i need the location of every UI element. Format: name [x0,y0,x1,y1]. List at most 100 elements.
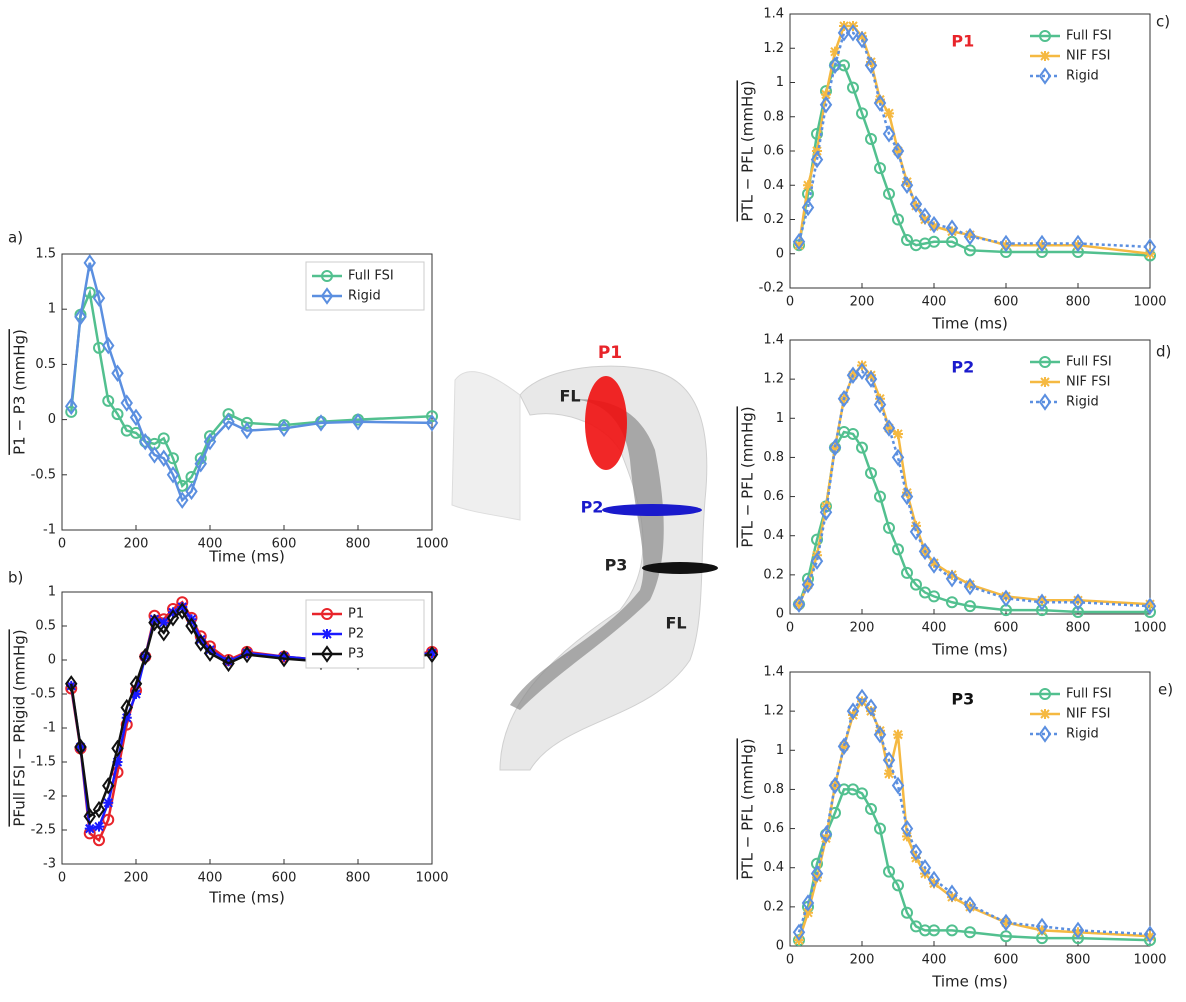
marker [847,427,859,440]
y-tick-label: 1.2 [763,372,784,387]
panel-title: P2 [951,358,974,377]
marker [945,570,959,588]
plane-label: P2 [581,498,604,517]
legend-label: Rigid [1066,727,1099,742]
x-tick-label: 800 [1066,621,1091,636]
marker [909,195,923,213]
marker [139,647,152,666]
plane-label: P1 [598,343,622,363]
marker [810,150,824,169]
marker [846,702,860,720]
marker [929,878,939,889]
marker [1143,238,1157,256]
marker [928,235,940,248]
marker [999,589,1013,608]
marker [883,187,895,200]
marker [1001,917,1011,928]
marker [893,729,903,740]
marker [1035,234,1049,253]
marker [945,219,959,237]
y-tick-label: 1 [776,411,784,426]
x-tick-label: 400 [922,953,947,968]
marker [194,455,207,473]
marker [279,651,289,662]
marker [927,870,941,889]
y-tick-label: 0.2 [763,212,784,227]
x-axis-label: Time (ms) [208,889,285,907]
marker [947,892,957,903]
marker [321,270,333,282]
legend: P1 P2 P3 [305,599,425,669]
marker [93,834,105,847]
y-tick-label: 0.2 [763,899,784,914]
marker [1071,593,1085,611]
y-tick-label: 0.2 [763,567,784,582]
marker [426,410,438,423]
marker [819,825,833,844]
marker [874,822,886,835]
y-tick-label: 0.6 [763,489,784,504]
marker [92,289,106,307]
marker [866,706,876,717]
marker [1035,593,1049,611]
marker [157,432,170,445]
marker [874,162,886,175]
marker [999,234,1013,253]
marker [892,213,904,226]
x-tick-label: 800 [346,537,371,552]
panel-title: P3 [951,690,974,709]
y-axis-label: PTL − PFL (mmHg) [739,80,757,221]
marker [241,416,253,429]
marker [946,596,958,609]
panel-title: P1 [951,32,974,51]
chart-panel: 0 200 400 600 800 1000 -3 -2.5 -2 -1.5 -1 -0.5 0 0.5 1… [8,569,449,907]
branch-vessels [451,371,521,521]
marker [166,609,180,627]
marker [803,907,813,918]
marker [819,503,833,521]
x-tick-label: 800 [1066,295,1091,310]
series-line [797,369,1151,608]
marker [103,797,114,808]
y-tick-label: 0.6 [763,821,784,836]
marker [891,142,905,160]
x-tick-label: 0 [58,537,66,552]
x-tick-label: 600 [994,953,1019,968]
y-tick-label: 0.8 [763,109,784,124]
marker [1071,234,1085,253]
chart-panel: 0 200 400 600 800 1000 0 0.2 0.4 0.6 0.8 1 1.2 1.4 Tim… [739,665,1174,991]
plane-p2 [602,504,702,516]
y-tick-label: 1.4 [763,665,784,680]
legend: Full FSI Rigid [305,261,425,311]
plane-p1 [585,376,627,470]
y-tick-label: 1.4 [763,333,784,348]
marker [223,656,234,667]
series-line [70,609,433,819]
legend-label: P2 [348,627,364,642]
x-tick-label: 1000 [1133,953,1166,968]
marker [240,421,254,440]
legend-label: Full FSI [1066,687,1112,702]
y-tick-label: 0.4 [763,528,784,543]
marker [129,408,143,427]
marker [83,807,96,826]
marker [222,408,235,421]
marker [277,649,291,668]
y-tick-label: -0.2 [759,281,784,296]
x-tick-label: 200 [850,621,875,636]
marker [120,394,133,412]
marker [865,133,877,146]
marker [963,577,977,596]
marker [873,94,887,112]
marker [792,233,806,251]
marker [857,696,867,707]
marker [1037,925,1047,936]
marker [792,595,806,613]
marker [999,913,1013,932]
x-axis-label: Time (ms) [931,973,1008,991]
marker [901,906,913,919]
marker [1073,595,1083,606]
marker [927,215,941,234]
marker [902,176,912,187]
x-tick-label: 200 [124,537,149,552]
